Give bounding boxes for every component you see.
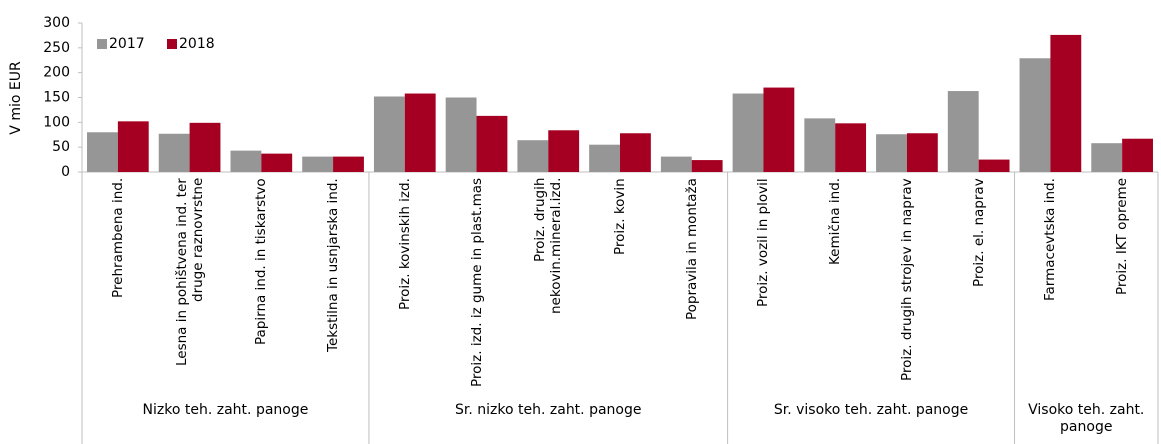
- y-tick-label: 200: [43, 65, 70, 81]
- label-text: Proiz. el. naprav: [970, 178, 987, 287]
- bar: [87, 132, 118, 172]
- bar: [158, 133, 190, 172]
- label-text: Prehrambena ind.: [109, 178, 126, 299]
- bar: [876, 134, 907, 172]
- bar: [1019, 58, 1051, 172]
- y-tick-label: 100: [43, 114, 70, 130]
- y-tick-label: 0: [61, 164, 70, 180]
- x-tick-label: Tekstilna in usnjarska ind.: [297, 178, 369, 396]
- label-text: Farmacevtska ind.: [1042, 178, 1059, 301]
- label-text: Kemična ind.: [827, 178, 844, 266]
- bar: [763, 87, 795, 172]
- x-tick-label: Proiz. kovin: [584, 178, 656, 396]
- bar: [404, 93, 436, 172]
- bar: [517, 140, 549, 172]
- x-tick-label: Farmacevtska ind.: [1015, 178, 1087, 396]
- label-text: Tekstilna in usnjarska ind.: [325, 178, 342, 352]
- bar: [691, 160, 723, 172]
- label-text: Proiz. IKT opreme: [1114, 178, 1131, 296]
- y-tick-label: 50: [52, 139, 70, 155]
- bar: [1091, 143, 1123, 172]
- x-tick-label: Prehrambena ind.: [82, 178, 154, 396]
- x-tick-label: Proiz. drugih strojev in naprav: [871, 178, 943, 396]
- bar: [660, 156, 692, 172]
- x-tick-label: Papirna ind. in tiskarstvo: [225, 178, 297, 396]
- bar: [835, 123, 867, 172]
- bar: [117, 121, 149, 172]
- x-tick-label: Proiz. drugih nekovin.mineral.izd.: [512, 178, 584, 396]
- x-tick-label: Proiz. IKT opreme: [1086, 178, 1158, 396]
- x-tick-label: Kemična ind.: [799, 178, 871, 396]
- label-text: Proiz. izd. iz gume in plast.mas: [468, 178, 485, 388]
- group-label: Sr. visoko teh. zaht. panoge: [773, 402, 969, 418]
- label-text: Popravila in montaža: [683, 178, 700, 320]
- label-text: Proiz. kovin: [611, 178, 628, 255]
- group-label: Sr. nizko teh. zaht. panoge: [455, 402, 642, 418]
- bar: [302, 156, 334, 172]
- x-tick-label: Lesna in pohištvena ind. ter druge razno…: [154, 178, 226, 396]
- bar: [230, 150, 262, 172]
- legend-swatch: [97, 39, 107, 49]
- bar: [333, 156, 364, 172]
- bar: [1122, 138, 1153, 172]
- x-tick-label: Popravila in montaža: [656, 178, 728, 396]
- bar: [589, 144, 620, 172]
- bar: [189, 122, 221, 172]
- label-text: Papirna ind. in tiskarstvo: [253, 178, 270, 345]
- bar: [978, 159, 1010, 172]
- bar: [947, 91, 979, 172]
- x-tick-label: Proiz. kovinskih izd.: [369, 178, 441, 396]
- group-label: Visoko teh. zaht. panoge: [1028, 402, 1145, 435]
- y-tick-label: 250: [43, 40, 70, 56]
- bar: [620, 133, 651, 172]
- label-text: Lesna in pohištvena ind. ter druge razno…: [173, 178, 206, 366]
- bar: [261, 153, 293, 172]
- legend-swatch: [167, 39, 177, 49]
- label-text: Proiz. kovinskih izd.: [396, 178, 413, 310]
- legend-label: 2018: [179, 36, 215, 52]
- bar: [373, 96, 405, 172]
- y-axis-title: V mio EUR: [8, 61, 24, 135]
- y-tick-label: 150: [43, 90, 70, 106]
- x-tick-label: Proiz. el. naprav: [943, 178, 1015, 396]
- bar: [804, 118, 836, 172]
- x-tick-label: Proiz. izd. iz gume in plast.mas: [441, 178, 513, 396]
- bar: [1050, 34, 1082, 172]
- group-label: Nizko teh. zaht. panoge: [142, 402, 309, 418]
- bar: [548, 130, 580, 172]
- x-tick-label: Proiz. vozil in plovil: [728, 178, 800, 396]
- bar: [476, 115, 508, 172]
- label-text: Proiz. vozil in plovil: [755, 178, 772, 307]
- bar: [445, 97, 477, 172]
- bar: [906, 133, 938, 172]
- y-tick-label: 300: [43, 15, 70, 31]
- label-text: Proiz. drugih strojev in naprav: [898, 178, 915, 381]
- legend-label: 2017: [109, 36, 145, 52]
- label-text: Proiz. drugih nekovin.mineral.izd.: [532, 178, 565, 315]
- bar: [732, 93, 764, 172]
